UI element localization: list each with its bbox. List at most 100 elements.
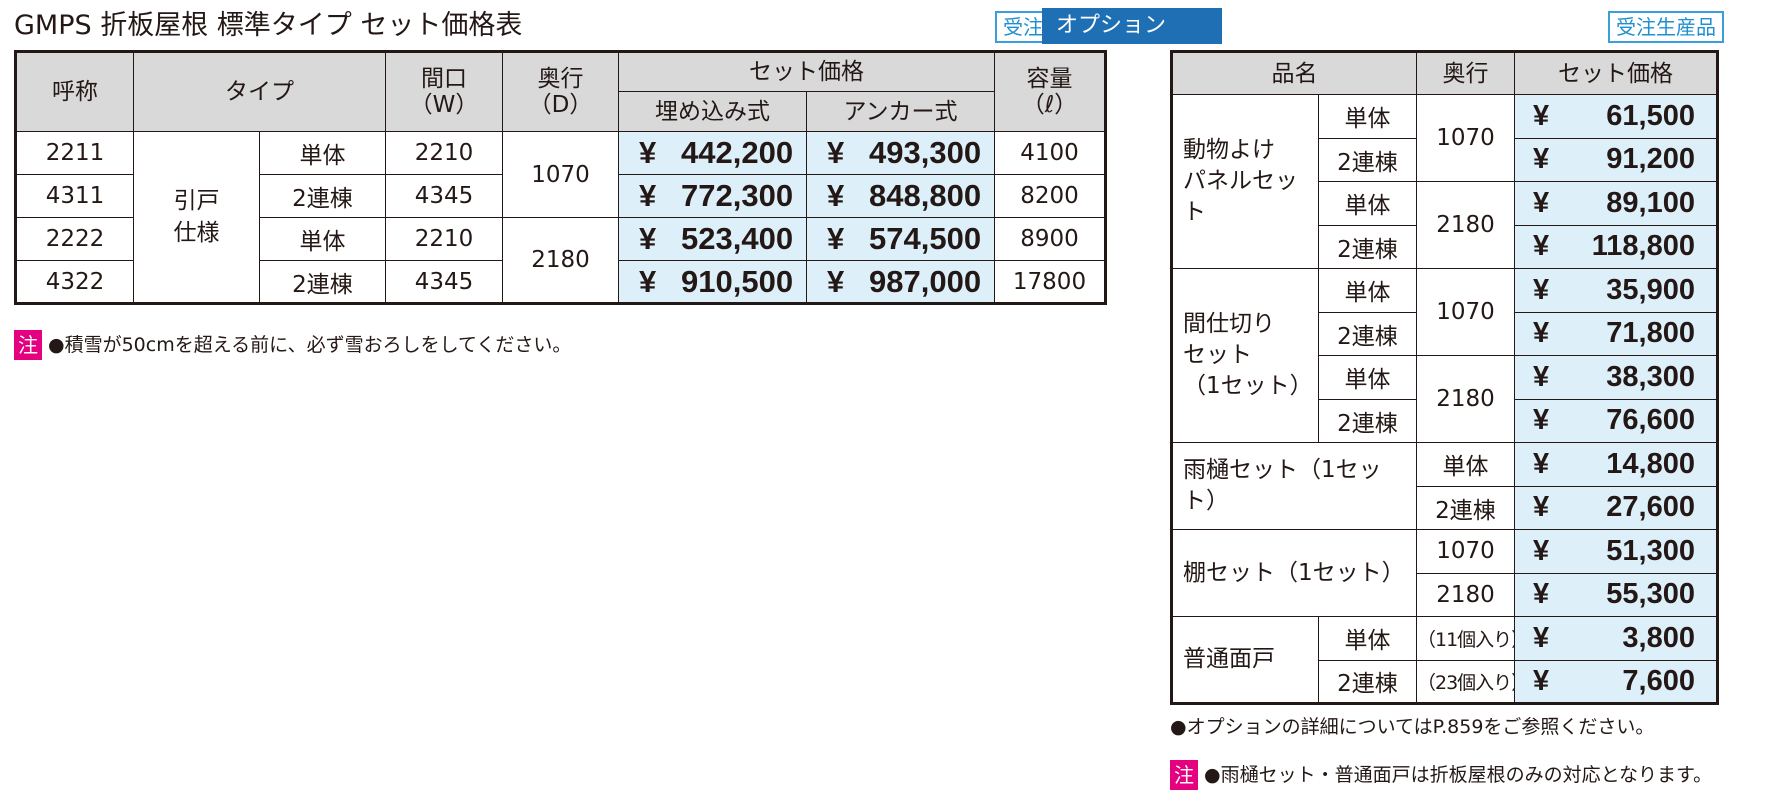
row-depth: 2180: [1416, 355, 1515, 443]
row-capacity: 8900: [994, 217, 1106, 261]
item-gutter: 雨樋セット（1セット）: [1171, 442, 1417, 530]
yen-sign: ¥: [827, 178, 845, 213]
option-price: ¥89,100: [1514, 181, 1718, 226]
row-sub: 単体: [1318, 181, 1417, 226]
option-price: ¥35,900: [1514, 268, 1718, 313]
set-price-table: 呼称 タイプ 間口 （W） 奥行 （D） セット価格 容量 （ℓ） 埋め込み式 …: [14, 50, 1107, 305]
option-badge: 受注生産品: [1608, 11, 1724, 43]
option-price: ¥7,600: [1514, 659, 1718, 704]
price-value: 987,000: [869, 263, 982, 299]
price-anchor: ¥848,800: [806, 174, 995, 218]
row-quantity: （11個入り）: [1416, 616, 1515, 661]
price-value: 118,800: [1591, 230, 1695, 263]
option-price: ¥71,800: [1514, 311, 1718, 356]
table-row: 2連棟 ¥118,800: [1172, 224, 1718, 269]
option-note: 注 ●雨樋セット・普通面戸は折板屋根のみの対応となります。: [1170, 760, 1712, 790]
row-width: 2210: [385, 217, 503, 261]
header-anchor: アンカー式: [806, 91, 995, 132]
price-anchor: ¥574,500: [806, 217, 995, 261]
price-anchor: ¥493,300: [806, 131, 995, 175]
header-depth: 奥行 （D）: [502, 51, 619, 132]
price-value: 848,800: [869, 178, 982, 213]
table-row: 2211 引戸 仕様 単体 2210 1070 ¥442,200 ¥493,30…: [15, 131, 1106, 304]
row-quantity: （23個入り）: [1416, 659, 1515, 704]
yen-sign: ¥: [1533, 447, 1550, 480]
price-value: 91,200: [1606, 143, 1695, 176]
row-depth: 2180: [1416, 572, 1515, 617]
table-row: 棚セット（1セット） 1070 ¥51,300: [1171, 529, 1718, 617]
type-sliding-door: 引戸 仕様: [133, 131, 260, 304]
option-price: ¥61,500: [1514, 94, 1718, 139]
price-embedded: ¥772,300: [618, 174, 807, 218]
row-depth: 1070: [1416, 268, 1515, 356]
row-depth: 1070: [502, 131, 619, 218]
row-width: 2210: [385, 131, 503, 175]
table-row: 雨樋セット（1セット） 単体 ¥14,800: [1171, 442, 1718, 530]
option-price: ¥118,800: [1514, 224, 1718, 269]
row-sub: 2連棟: [259, 174, 386, 218]
option-header-price: セット価格: [1514, 51, 1718, 95]
row-capacity: 4100: [994, 131, 1106, 175]
option-note-detail: ●オプションの詳細についてはP.859をご参照ください。: [1170, 716, 1655, 738]
option-table: 品名 奥行 セット価格 動物よけ パネルセット 単体 1070 ¥61,500 …: [1170, 50, 1719, 705]
yen-sign: ¥: [1533, 186, 1550, 219]
table-row: 普通面戸 単体 （11個入り） ¥3,800: [1171, 616, 1718, 704]
yen-sign: ¥: [1533, 360, 1550, 393]
option-label: オプション: [1042, 8, 1222, 44]
price-value: 442,200: [681, 135, 794, 170]
row-sub: 2連棟: [1416, 485, 1515, 530]
price-value: 38,300: [1606, 360, 1695, 393]
yen-sign: ¥: [1533, 230, 1550, 263]
table-row: 2222 単体 2210 2180 ¥523,400 ¥574,500 8900: [15, 217, 1106, 304]
header-width: 間口 （W）: [385, 51, 503, 132]
row-sub: 単体: [1318, 616, 1417, 661]
row-sub: 2連棟: [259, 260, 386, 304]
item-animal-panel: 動物よけ パネルセット: [1171, 94, 1319, 269]
header-set-price: セット価格: [618, 51, 995, 92]
option-price: ¥27,600: [1514, 485, 1718, 530]
price-value: 27,600: [1606, 491, 1695, 524]
table-row: 4322 2連棟 4345 ¥910,500 ¥987,000 17800: [15, 260, 1106, 304]
yen-sign: ¥: [1533, 404, 1550, 437]
yen-sign: ¥: [827, 135, 845, 170]
price-value: 14,800: [1606, 447, 1695, 480]
table-row: 2連棟 ¥27,600: [1172, 485, 1718, 530]
option-header-item: 品名: [1171, 51, 1417, 95]
yen-sign: ¥: [1533, 317, 1550, 350]
row-sub: 単体: [1318, 94, 1417, 139]
price-value: 910,500: [681, 263, 794, 299]
note-mark: 注: [14, 330, 42, 360]
yen-sign: ¥: [639, 178, 657, 213]
price-value: 523,400: [681, 221, 794, 256]
yen-sign: ¥: [1533, 99, 1550, 132]
row-depth: 2180: [502, 217, 619, 304]
table-row: 2連棟 ¥91,200: [1172, 137, 1718, 182]
table-row: 2180 ¥55,300: [1172, 572, 1718, 617]
price-embedded: ¥910,500: [618, 260, 807, 304]
item-partition: 間仕切り セット （1セット）: [1171, 268, 1319, 443]
option-price: ¥38,300: [1514, 355, 1718, 400]
header-embedded: 埋め込み式: [618, 91, 807, 132]
item-shelf: 棚セット（1セット）: [1171, 529, 1417, 617]
row-sub: 単体: [259, 217, 386, 261]
row-sub: 単体: [1416, 442, 1515, 487]
page-title: GMPS 折板屋根 標準タイプ セット価格表: [14, 10, 523, 41]
table-row: 2連棟 ¥76,600: [1172, 398, 1718, 443]
row-depth: 1070: [1416, 94, 1515, 182]
price-value: 772,300: [681, 178, 794, 213]
row-name: 2222: [15, 217, 134, 261]
item-face-door: 普通面戸: [1171, 616, 1319, 704]
option-price: ¥76,600: [1514, 398, 1718, 443]
price-value: 51,300: [1606, 534, 1695, 567]
price-value: 71,800: [1606, 317, 1695, 350]
row-depth: 2180: [1416, 181, 1515, 269]
yen-sign: ¥: [639, 263, 657, 299]
price-value: 3,800: [1622, 621, 1695, 654]
option-price: ¥3,800: [1514, 616, 1718, 661]
row-width: 4345: [385, 260, 503, 304]
price-value: 493,300: [869, 135, 982, 170]
yen-sign: ¥: [639, 135, 657, 170]
row-capacity: 17800: [994, 260, 1106, 304]
yen-sign: ¥: [1533, 491, 1550, 524]
yen-sign: ¥: [639, 221, 657, 256]
